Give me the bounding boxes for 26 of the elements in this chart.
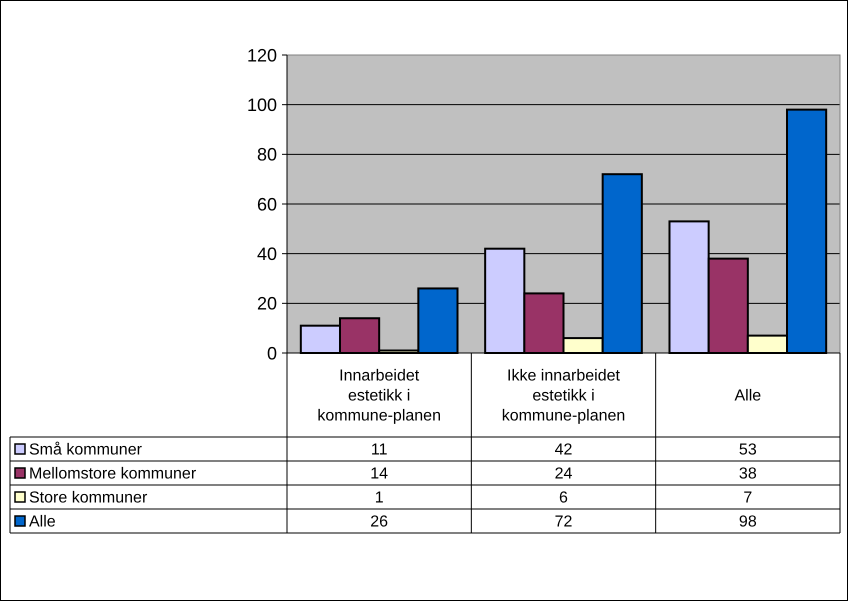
legend-label: Store kommuner bbox=[29, 490, 148, 507]
y-tick-label: 80 bbox=[256, 144, 277, 165]
data-label: 14 bbox=[370, 466, 388, 483]
data-label: 53 bbox=[738, 442, 757, 459]
y-tick-label: 60 bbox=[256, 194, 277, 214]
data-label: 38 bbox=[738, 466, 757, 483]
y-tick-label: 120 bbox=[246, 45, 277, 66]
data-label: 42 bbox=[554, 442, 572, 459]
x-tick-label: Ikke innarbeidet estetikk i kommune-planen bbox=[502, 368, 626, 425]
data-label: 6 bbox=[559, 490, 568, 507]
legend-label: Små kommuner bbox=[29, 442, 143, 459]
data-label: 1 bbox=[374, 490, 384, 507]
data-label: 72 bbox=[554, 514, 572, 531]
y-tick-label: 40 bbox=[256, 244, 277, 264]
y-tick-label: 20 bbox=[256, 294, 277, 314]
y-tick-label: 0 bbox=[266, 343, 277, 364]
x-tick-label: Alle bbox=[734, 388, 762, 405]
y-tick-label: 100 bbox=[246, 94, 277, 115]
data-label: 11 bbox=[370, 442, 388, 459]
legend-label: Alle bbox=[29, 514, 56, 531]
legend-label: Mellomstore kommuner bbox=[29, 466, 197, 483]
data-label: 24 bbox=[554, 466, 572, 483]
data-label: 26 bbox=[370, 514, 388, 531]
data-label: 98 bbox=[738, 514, 757, 531]
x-tick-label: Innarbeidet estetikk i kommune-planen bbox=[317, 368, 441, 425]
data-label: 7 bbox=[743, 490, 752, 507]
